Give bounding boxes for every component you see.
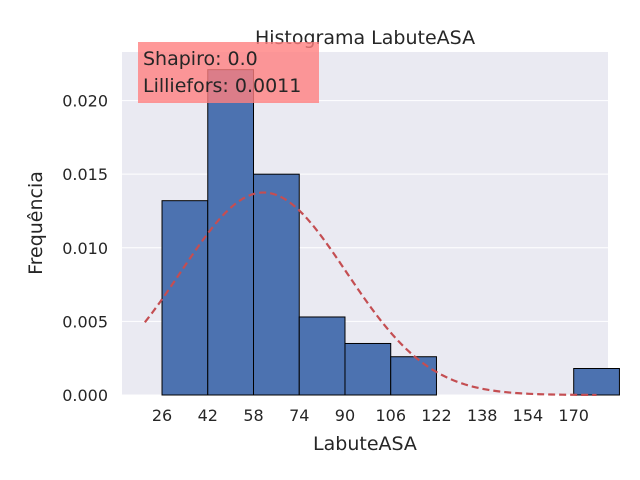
x-tick-label-74: 74 <box>289 406 309 425</box>
histogram-bar-4 <box>344 342 392 396</box>
histogram-bar-2 <box>253 173 300 396</box>
x-tick-label-106: 106 <box>375 406 406 425</box>
y-tick-label-4: 0.020 <box>62 92 108 111</box>
stats-annotation: Shapiro: 0.0 Lilliefors: 0.0011 <box>138 42 319 103</box>
stats-annotation-box <box>138 42 319 103</box>
x-tick-label-154: 154 <box>513 406 544 425</box>
y-tick-label-3: 0.015 <box>62 165 108 184</box>
histogram-bar-1 <box>207 69 255 396</box>
x-tick-label-90: 90 <box>335 406 355 425</box>
y-tick-label-0: 0.000 <box>62 386 108 405</box>
x-tick-label-26: 26 <box>152 406 172 425</box>
stats-lilliefors: Lilliefors: 0.0011 <box>143 75 301 97</box>
y-tick-label-2: 0.010 <box>62 239 108 258</box>
x-tick-label-170: 170 <box>558 406 589 425</box>
normal-curve <box>144 191 597 397</box>
histogram-bars <box>161 69 620 396</box>
y-tick-labels: 0.000 0.005 0.010 0.015 0.020 <box>62 92 108 405</box>
histogram-bar-0 <box>161 200 209 396</box>
x-tick-labels: 26 42 58 74 90 106 122 138 154 170 <box>152 406 589 425</box>
x-axis-label: LabuteASA <box>313 433 417 455</box>
histogram-bar-5 <box>390 356 437 396</box>
x-tick-label-138: 138 <box>467 406 498 425</box>
y-tick-label-1: 0.005 <box>62 312 108 331</box>
x-tick-label-122: 122 <box>421 406 452 425</box>
histogram-bar-3 <box>298 316 346 396</box>
x-tick-label-58: 58 <box>243 406 263 425</box>
x-tick-label-42: 42 <box>198 406 218 425</box>
y-axis-label: Frequência <box>25 171 47 275</box>
stats-shapiro: Shapiro: 0.0 <box>143 48 258 70</box>
histogram-bar-9 <box>573 368 620 396</box>
